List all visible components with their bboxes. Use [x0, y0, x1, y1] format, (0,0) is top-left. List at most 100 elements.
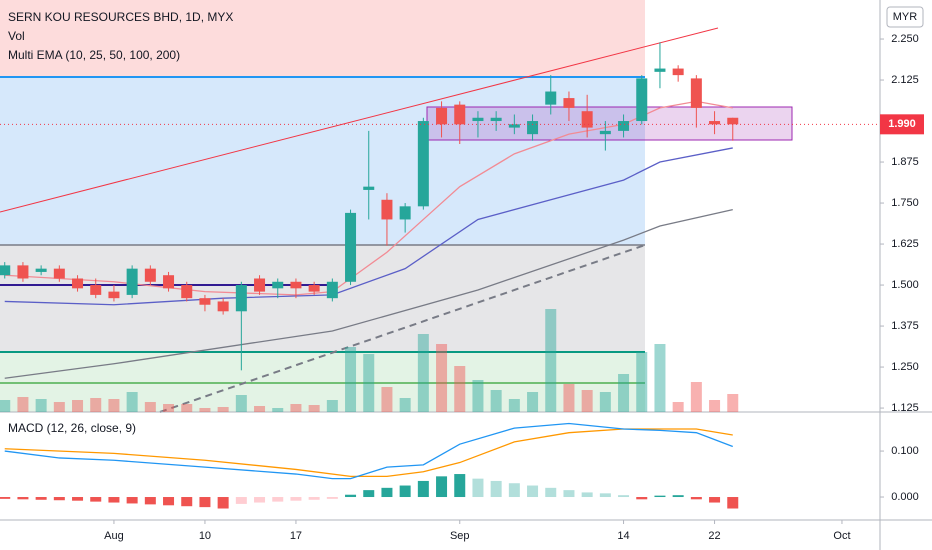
- volume-bar: [672, 402, 684, 412]
- histogram-bar: [545, 487, 557, 498]
- candle-body: [363, 186, 375, 190]
- y-tick-label: 1.750: [891, 197, 919, 209]
- drawings: [0, 0, 793, 413]
- volume-bar: [654, 344, 666, 412]
- currency-label[interactable]: MYR: [893, 11, 918, 23]
- candle-body: [690, 78, 702, 108]
- histogram-bar: [290, 497, 302, 501]
- volume-bar: [381, 387, 393, 412]
- histogram-bar: [527, 485, 539, 498]
- candle-body: [181, 285, 193, 299]
- volume-bar: [399, 398, 411, 412]
- candle-body: [108, 291, 120, 299]
- histogram-bar: [381, 487, 393, 498]
- y-tick-label: 0.100: [891, 445, 919, 457]
- candle-body: [90, 285, 102, 295]
- histogram-bar: [654, 495, 666, 498]
- chart-title: SERN KOU RESOURCES BHD, 1D, MYX: [8, 10, 233, 24]
- candle-body: [417, 121, 429, 207]
- volume-bar: [181, 404, 193, 412]
- currency-button[interactable]: [886, 6, 924, 28]
- x-tick-label: 17: [290, 530, 302, 542]
- histogram-bar: [454, 474, 466, 498]
- candle-body: [672, 68, 684, 76]
- candle-body: [308, 285, 320, 292]
- histogram-bar: [490, 480, 502, 498]
- volume-bar: [618, 374, 630, 412]
- x-tick-label: 14: [617, 530, 629, 542]
- indicator-line: [4, 147, 733, 306]
- histogram-bar: [163, 497, 175, 506]
- indicator-label: MACD (12, 26, close, 9): [8, 421, 136, 435]
- zone-green: [0, 352, 645, 412]
- candle-body: [381, 199, 393, 220]
- candle-body: [472, 117, 484, 122]
- indicator-label: Multi EMA (10, 25, 50, 100, 200): [8, 48, 180, 62]
- trend-line: [0, 27, 719, 213]
- candle-body: [345, 212, 357, 282]
- zone-red: [0, 0, 645, 77]
- volume-bar: [272, 408, 284, 412]
- histogram-bar: [181, 497, 193, 507]
- histogram-bar: [35, 497, 47, 500]
- histogram-bar: [53, 497, 65, 501]
- candle-body: [53, 268, 65, 279]
- y-tick-label: 1.500: [891, 279, 919, 291]
- candle-body: [217, 301, 229, 312]
- volume-bar: [108, 399, 120, 412]
- volume-bar: [0, 400, 11, 412]
- histogram-bar: [217, 497, 229, 509]
- y-tick-label: 1.375: [891, 320, 919, 332]
- y-tick-label: 2.125: [891, 74, 919, 86]
- volume-bar: [436, 344, 448, 412]
- indicator-label: Vol: [8, 29, 25, 43]
- x-tick-label: Oct: [833, 530, 850, 542]
- histogram-bar: [199, 497, 211, 508]
- volume-bar: [53, 402, 65, 412]
- y-tick-label: 1.875: [891, 156, 919, 168]
- volume-bar: [163, 404, 175, 412]
- x-tick-label: 10: [199, 530, 211, 542]
- candle-body: [436, 107, 448, 125]
- volume-bar: [217, 407, 229, 412]
- histogram-bar: [508, 483, 520, 498]
- histogram-bar: [472, 478, 484, 498]
- volume-bar: [527, 392, 539, 412]
- volume-bar: [290, 404, 302, 412]
- candle-body: [254, 278, 266, 292]
- candle-body: [163, 275, 175, 289]
- candle-body: [0, 265, 11, 276]
- candle-body: [654, 68, 666, 72]
- histogram-bar: [636, 497, 648, 500]
- histogram-bar: [272, 497, 284, 502]
- volume-bar: [235, 395, 247, 412]
- last-price-box: [880, 114, 924, 135]
- volume-bar: [636, 352, 648, 412]
- volume-bar: [90, 398, 102, 412]
- volume-bar: [308, 405, 320, 412]
- histogram-bar: [308, 497, 320, 500]
- histogram-bar: [254, 497, 266, 503]
- indicator-line: [4, 422, 733, 480]
- trend-line: [159, 244, 646, 413]
- candle-body: [399, 206, 411, 220]
- histogram-bar: [672, 495, 684, 498]
- candle-body: [235, 285, 247, 312]
- volume-bar: [727, 394, 739, 412]
- y-tick-label: 1.250: [891, 361, 919, 373]
- indicator-line: [4, 208, 733, 379]
- histogram-bar: [72, 497, 84, 501]
- candle-body: [290, 281, 302, 289]
- x-tick-label: Sep: [450, 530, 470, 542]
- histogram-bar: [90, 497, 102, 502]
- y-tick-label: 0.000: [891, 491, 919, 503]
- candle-body: [72, 278, 84, 289]
- histogram-bar: [399, 485, 411, 498]
- histogram-bar: [436, 476, 448, 498]
- candle-body: [126, 268, 138, 295]
- volume-bar: [690, 382, 702, 412]
- volume-bar: [545, 309, 557, 412]
- candle-body: [709, 121, 721, 125]
- y-tick-label: 1.125: [891, 402, 919, 414]
